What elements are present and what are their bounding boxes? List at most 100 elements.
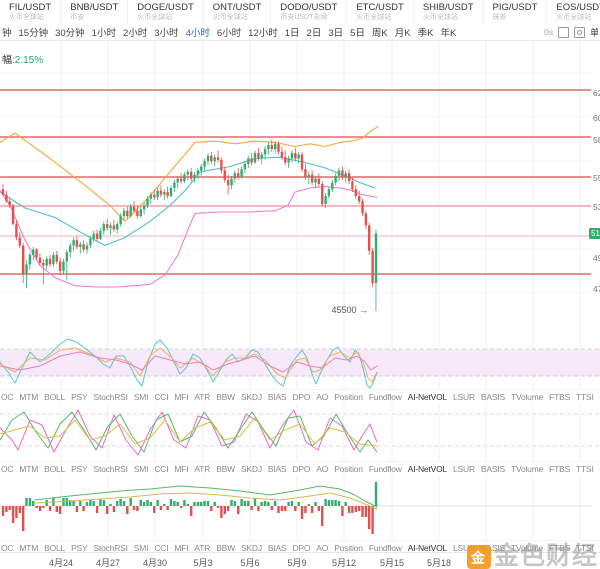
indicator-tab-oc[interactable]: OC <box>1 391 14 402</box>
indicator-tab-bbw[interactable]: BBW <box>216 463 235 474</box>
indicator-tab-cci[interactable]: CCI <box>154 542 169 553</box>
timeframe-item-季K[interactable]: 季K <box>417 28 434 39</box>
symbol-tab-ont[interactable]: ONT/USDT 火币全球站 <box>204 0 272 24</box>
timeframe-item-5日[interactable]: 5日 <box>350 28 365 39</box>
timeframe-item-3小时[interactable]: 3小时 <box>154 28 179 39</box>
indicator-tab-psy[interactable]: PSY <box>71 391 88 402</box>
indicator-tab-position[interactable]: Position <box>334 463 363 474</box>
indicator-tab-atr[interactable]: ATR <box>194 463 211 474</box>
indicator-tab-cci[interactable]: CCI <box>154 391 169 402</box>
indicator-tab-boll[interactable]: BOLL <box>44 463 66 474</box>
indicator-tab-mtm[interactable]: MTM <box>19 542 39 553</box>
timeframe-item-12小时[interactable]: 12小时 <box>248 28 278 39</box>
indicator-tab-lsur[interactable]: LSUR <box>453 463 475 474</box>
indicator-tab-ftbs[interactable]: FTBS <box>549 391 571 402</box>
indicator-tab-ai-netvol[interactable]: AI-NetVOL <box>407 463 448 474</box>
indicator-tab-boll[interactable]: BOLL <box>44 542 66 553</box>
symbol-tab-shib[interactable]: SHIB/USDT 火币全球站 <box>414 0 484 24</box>
indicator-tab-bias[interactable]: BIAS <box>267 463 287 474</box>
indicator-tab-smi[interactable]: SMI <box>133 542 149 553</box>
indicator-tab-fundflow[interactable]: Fundflow <box>368 542 402 553</box>
indicator-tab-psy[interactable]: PSY <box>71 542 88 553</box>
indicator-tab-ttsi[interactable]: TTSI <box>576 542 594 553</box>
indicator-tab-dpo[interactable]: DPO <box>292 542 311 553</box>
indicator-tab-stochrsi[interactable]: StochRSI <box>93 391 128 402</box>
indicator-tab-skdj[interactable]: SKDJ <box>240 463 262 474</box>
indicator-tab-ftbs[interactable]: FTBS <box>549 542 571 553</box>
symbol-tab-etc[interactable]: ETC/USDT 火币全球站 <box>347 0 414 24</box>
indicator-tab-skdj[interactable]: SKDJ <box>240 542 262 553</box>
timeframe-item-月K[interactable]: 月K <box>394 28 411 39</box>
indicator-tab-smi[interactable]: SMI <box>133 463 149 474</box>
indicator-tab-dpo[interactable]: DPO <box>292 391 311 402</box>
indicator-tab-mfi[interactable]: MFI <box>174 463 189 474</box>
indicator-tab-ftbs[interactable]: FTBS <box>549 463 571 474</box>
indicator-tab-atr[interactable]: ATR <box>194 391 211 402</box>
indicator-tab-psy[interactable]: PSY <box>71 463 88 474</box>
indicator-tab-dpo[interactable]: DPO <box>292 463 311 474</box>
indicator-tab-boll[interactable]: BOLL <box>44 391 66 402</box>
main-candlestick-chart[interactable]: 45500 → <box>0 41 600 333</box>
timeframe-item-周K[interactable]: 周K <box>371 28 388 39</box>
indicator-tab-bbw[interactable]: BBW <box>216 542 235 553</box>
symbol-tab-doge[interactable]: DOGE/USDT 火币全球站 <box>128 0 204 24</box>
indicator-tab-position[interactable]: Position <box>334 391 363 402</box>
indicator-tab-ttsi[interactable]: TTSI <box>576 463 594 474</box>
symbol-tab-fil[interactable]: FIL/USDT 火币全球站 <box>0 0 62 24</box>
indicator-tab-tvolume[interactable]: TVolume <box>510 463 544 474</box>
indicator-tab-mfi[interactable]: MFI <box>174 391 189 402</box>
indicator-tab-stochrsi[interactable]: StochRSI <box>93 463 128 474</box>
indicator-tab-skdj[interactable]: SKDJ <box>240 391 262 402</box>
single-chart-mode-button[interactable]: 单图 <box>590 28 598 39</box>
timeframe-item-4小时[interactable]: 4小时 <box>185 28 210 39</box>
indicator-tab-stochrsi[interactable]: StochRSI <box>93 542 128 553</box>
symbol-tab-pig[interactable]: PIG/USDT 抹茶 <box>484 0 548 24</box>
indicator-tab-ao[interactable]: AO <box>316 542 329 553</box>
indicator-tab-ao[interactable]: AO <box>316 463 329 474</box>
symbol-tab-dodo[interactable]: DODO/USDT 币安USDT永续 <box>271 0 348 24</box>
timeframe-item-钟[interactable]: 钟 <box>2 28 12 39</box>
indicator-tab-ttsi[interactable]: TTSI <box>576 391 594 402</box>
indicator-tab-smi[interactable]: SMI <box>133 391 149 402</box>
indicator-tab-ao[interactable]: AO <box>316 391 329 402</box>
screenshot-icon[interactable] <box>574 26 585 38</box>
indicator-tab-cci[interactable]: CCI <box>154 463 169 474</box>
fullscreen-icon[interactable] <box>558 26 569 38</box>
indicator-tab-ai-netvol[interactable]: AI-NetVOL <box>407 542 448 553</box>
timeframe-item-年K[interactable]: 年K <box>440 28 457 39</box>
indicator-tab-position[interactable]: Position <box>334 542 363 553</box>
indicator-tab-fundflow[interactable]: Fundflow <box>368 463 402 474</box>
netvol-bar <box>361 506 364 517</box>
indicator-panel-oscillator-band[interactable] <box>0 333 600 389</box>
timeframe-item-6小时[interactable]: 6小时 <box>216 28 242 39</box>
timeframe-item-2日[interactable]: 2日 <box>306 28 322 39</box>
indicator-tab-lsur[interactable]: LSUR <box>453 391 475 402</box>
indicator-tab-mtm[interactable]: MTM <box>19 391 39 402</box>
timeframe-item-2小时[interactable]: 2小时 <box>122 28 148 39</box>
indicator-tab-oc[interactable]: OC <box>1 542 14 553</box>
indicator-tab-fundflow[interactable]: Fundflow <box>368 391 402 402</box>
timeframe-item-30分钟[interactable]: 30分钟 <box>55 28 85 39</box>
timeframe-item-3日[interactable]: 3日 <box>328 28 344 39</box>
indicator-tab-tvolume[interactable]: TVolume <box>510 391 544 402</box>
indicator-panel-netvol[interactable] <box>0 474 600 540</box>
indicator-tab-basis[interactable]: BASIS <box>480 542 505 553</box>
indicator-tab-bias[interactable]: BIAS <box>267 542 287 553</box>
indicator-tab-mfi[interactable]: MFI <box>174 542 189 553</box>
indicator-tab-basis[interactable]: BASIS <box>480 391 505 402</box>
indicator-tab-ai-netvol[interactable]: AI-NetVOL <box>407 391 448 402</box>
indicator-tab-basis[interactable]: BASIS <box>480 463 505 474</box>
symbol-tab-bnb[interactable]: BNB/USDT 币安 <box>61 0 129 24</box>
indicator-tab-bbw[interactable]: BBW <box>216 391 235 402</box>
indicator-tab-tvolume[interactable]: TVolume <box>510 542 544 553</box>
indicator-tab-oc[interactable]: OC <box>1 463 14 474</box>
indicator-panel-oscillator[interactable] <box>0 403 600 461</box>
indicator-tab-bias[interactable]: BIAS <box>267 391 287 402</box>
timeframe-item-1日[interactable]: 1日 <box>284 28 300 39</box>
timeframe-item-15分钟[interactable]: 15分钟 <box>18 28 49 39</box>
indicator-tab-atr[interactable]: ATR <box>194 542 211 553</box>
timeframe-item-1小时[interactable]: 1小时 <box>91 28 116 39</box>
indicator-tab-lsur[interactable]: LSUR <box>453 542 475 553</box>
indicator-tab-mtm[interactable]: MTM <box>19 463 39 474</box>
